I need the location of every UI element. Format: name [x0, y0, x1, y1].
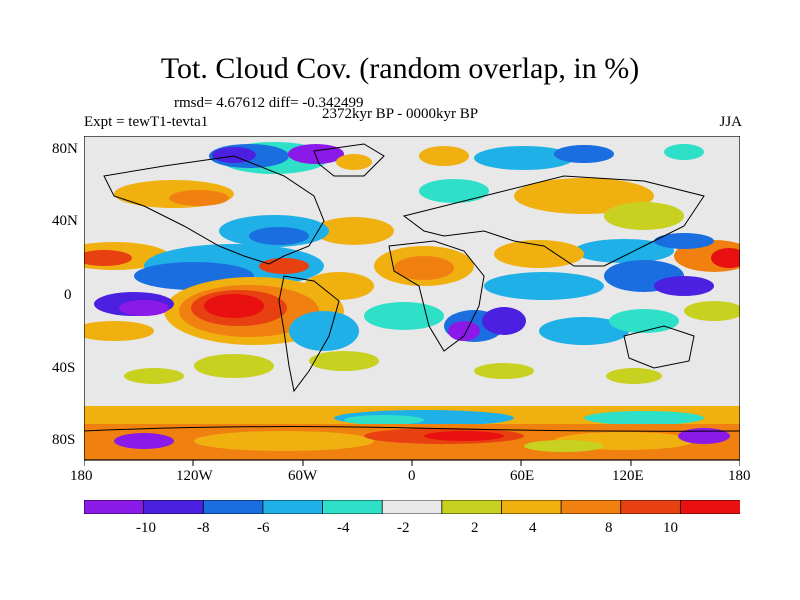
lat-label-80n: 80N — [52, 141, 78, 157]
anomaly-patch — [194, 431, 374, 451]
lat-label-80s: 80S — [52, 432, 76, 448]
anomaly-patch — [259, 258, 309, 274]
colorbar-label: -6 — [257, 520, 270, 536]
anomaly-patch — [678, 428, 730, 444]
season-label: JJA — [719, 114, 742, 130]
anomaly-patch — [119, 300, 169, 316]
colorbar-label: -8 — [197, 520, 210, 536]
anomaly-patch — [474, 146, 574, 170]
anomaly-patch — [584, 411, 704, 425]
experiment-label: Expt = tewT1-tevta1 — [84, 114, 209, 130]
anomaly-patch — [494, 240, 584, 268]
lat-label-40n: 40N — [52, 213, 78, 229]
anomaly-patch — [84, 250, 132, 266]
antarctica-coast — [84, 426, 740, 432]
anomaly-patch — [482, 307, 526, 335]
anomaly-patch — [424, 431, 504, 441]
lon-label-180e: 180 — [728, 468, 751, 484]
anomaly-patch — [711, 248, 740, 268]
lon-label-60e: 60E — [510, 468, 535, 484]
colorbar-label: 8 — [605, 520, 613, 536]
plot-title: Tot. Cloud Cov. (random overlap, in %) — [160, 52, 640, 85]
anomaly-patch — [124, 368, 184, 384]
colorbar-label: -2 — [397, 520, 410, 536]
colorbar — [84, 500, 740, 514]
colorbar-label: 2 — [471, 520, 479, 536]
colorbar-swatch — [441, 500, 503, 514]
colorbar-swatch — [381, 500, 443, 514]
colorbar-swatch — [560, 500, 622, 514]
colorbar-swatch — [322, 500, 384, 514]
anomaly-patch — [448, 321, 480, 341]
lon-label-120e: 120E — [612, 468, 644, 484]
longitude-axis — [84, 460, 740, 466]
rmsd-diff-stats: rmsd= 4.67612 diff= -0.342499 — [174, 95, 364, 111]
time-period: 2372kyr BP - 0000kyr BP — [321, 106, 479, 122]
anomaly-patch — [664, 144, 704, 160]
lon-label-120w: 120W — [176, 468, 213, 484]
cloud-anomaly-map — [84, 136, 740, 466]
lon-label-180w: 180 — [70, 468, 93, 484]
lat-label-0: 0 — [64, 287, 72, 303]
coastlines — [84, 143, 740, 432]
greenland-outline — [313, 143, 385, 177]
anomaly-patch — [609, 309, 679, 333]
anomaly-patch — [524, 440, 604, 452]
anomaly-patch — [212, 147, 256, 163]
eurasia-outline — [402, 175, 705, 267]
anomaly-patch — [654, 233, 714, 249]
north-america-outline — [103, 155, 325, 265]
anomaly-patch — [484, 272, 604, 300]
anomaly-patch — [364, 302, 444, 330]
anomaly-patch — [684, 301, 740, 321]
anomaly-patch — [419, 179, 489, 203]
anomaly-field — [84, 142, 740, 460]
colorbar-label: -4 — [337, 520, 350, 536]
anomaly-patch — [336, 154, 372, 170]
anomaly-patch — [249, 227, 309, 245]
colorbar-swatch — [202, 500, 264, 514]
colorbar-swatch — [620, 500, 682, 514]
anomaly-patch — [606, 368, 662, 384]
colorbar-label: 4 — [529, 520, 537, 536]
anomaly-patch — [84, 321, 154, 341]
anomaly-patch — [394, 256, 454, 280]
colorbar-label: -10 — [136, 520, 156, 536]
lon-label-0: 0 — [408, 468, 416, 484]
anomaly-patch — [194, 354, 274, 378]
anomaly-patch — [169, 190, 229, 206]
africa-outline — [388, 240, 485, 352]
lat-label-40s: 40S — [52, 360, 76, 376]
colorbar-swatch — [679, 500, 740, 514]
colorbar-label: 10 — [663, 520, 678, 536]
anomaly-patch — [604, 202, 684, 230]
anomaly-patch — [344, 415, 424, 425]
anomaly-patch — [474, 363, 534, 379]
anomaly-patch — [114, 433, 174, 449]
anomaly-patch — [204, 294, 264, 318]
lon-label-60w: 60W — [288, 468, 318, 484]
anomaly-patch — [514, 178, 654, 214]
anomaly-patch — [419, 146, 469, 166]
anomaly-patch — [554, 145, 614, 163]
anomaly-patch — [309, 351, 379, 371]
colorbar-swatch — [143, 500, 205, 514]
colorbar-swatch — [501, 500, 562, 514]
colorbar-swatch — [84, 500, 145, 514]
anomaly-patch — [289, 311, 359, 351]
anomaly-patch — [288, 144, 344, 164]
anomaly-patch — [539, 317, 629, 345]
anomaly-patch — [654, 276, 714, 296]
colorbar-swatch — [262, 500, 324, 514]
anomaly-patch — [314, 217, 394, 245]
australia-outline — [623, 325, 695, 369]
anomaly-patch — [574, 239, 674, 263]
south-america-outline — [278, 275, 340, 393]
